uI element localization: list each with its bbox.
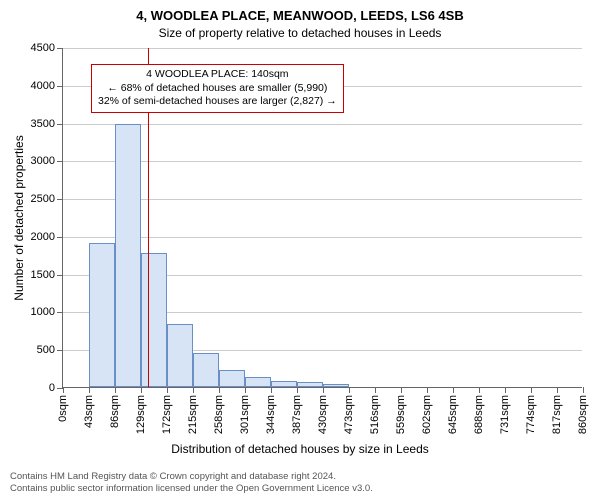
x-tick-label: 301sqm [239,395,251,434]
x-tick-label: 129sqm [135,395,147,434]
y-tick [57,275,63,276]
x-tick [531,387,532,393]
x-tick-label: 774sqm [525,395,537,434]
histogram-bar [193,353,219,387]
y-tick-label: 1500 [31,269,55,281]
x-tick [453,387,454,393]
y-axis-label: Number of detached properties [12,48,26,388]
y-tick [57,199,63,200]
x-tick-label: 860sqm [577,395,589,434]
x-tick-label: 602sqm [421,395,433,434]
x-axis-label: Distribution of detached houses by size … [0,442,600,456]
x-tick-label: 645sqm [447,395,459,434]
x-tick [167,387,168,393]
histogram-bar [323,384,349,387]
histogram-chart: 4, WOODLEA PLACE, MEANWOOD, LEEDS, LS6 4… [0,0,600,500]
y-tick [57,237,63,238]
y-tick [57,350,63,351]
x-tick-label: 215sqm [187,395,199,434]
annotation-line: 32% of semi-detached houses are larger (… [98,95,337,109]
footer-line-1: Contains HM Land Registry data © Crown c… [10,471,373,482]
histogram-bar [219,370,245,387]
y-tick-label: 2500 [31,193,55,205]
histogram-bar [167,324,193,387]
x-tick-label: 43sqm [83,395,95,428]
x-tick-label: 344sqm [265,395,277,434]
x-tick [271,387,272,393]
y-tick-label: 1000 [31,306,55,318]
x-tick-label: 172sqm [161,395,173,434]
x-tick [401,387,402,393]
x-tick [375,387,376,393]
y-tick-label: 3000 [31,155,55,167]
x-tick [323,387,324,393]
y-tick-label: 500 [37,344,55,356]
footer-attribution: Contains HM Land Registry data © Crown c… [10,471,373,494]
x-tick-label: 688sqm [473,395,485,434]
x-tick-label: 516sqm [369,395,381,434]
y-tick [57,86,63,87]
x-tick [141,387,142,393]
x-tick-label: 817sqm [551,395,563,434]
histogram-bar [297,382,323,387]
x-tick-label: 258sqm [213,395,225,434]
x-tick-label: 559sqm [395,395,407,434]
x-tick-label: 86sqm [109,395,121,428]
x-tick [557,387,558,393]
histogram-bar [245,377,271,387]
y-tick [57,124,63,125]
x-tick-label: 0sqm [57,395,69,422]
y-tick [57,48,63,49]
y-tick-label: 2000 [31,231,55,243]
chart-subtitle: Size of property relative to detached ho… [0,26,600,40]
grid-line [63,48,582,49]
x-tick [583,387,584,393]
plot-area: 0500100015002000250030003500400045000sqm… [62,48,582,388]
y-tick [57,312,63,313]
x-tick [479,387,480,393]
x-tick [89,387,90,393]
y-tick-label: 4500 [31,42,55,54]
histogram-bar [271,381,297,387]
y-tick-label: 3500 [31,118,55,130]
footer-line-2: Contains public sector information licen… [10,483,373,494]
x-tick [115,387,116,393]
x-tick [219,387,220,393]
x-tick [297,387,298,393]
x-tick [505,387,506,393]
x-tick [427,387,428,393]
x-tick-label: 387sqm [291,395,303,434]
histogram-bar [141,253,167,387]
annotation-box: 4 WOODLEA PLACE: 140sqm← 68% of detached… [91,64,344,113]
annotation-line: 4 WOODLEA PLACE: 140sqm [98,68,337,82]
chart-title: 4, WOODLEA PLACE, MEANWOOD, LEEDS, LS6 4… [0,8,600,23]
x-tick [245,387,246,393]
x-tick [63,387,64,393]
y-tick [57,161,63,162]
x-tick [349,387,350,393]
x-tick-label: 731sqm [499,395,511,434]
y-tick-label: 0 [49,382,55,394]
y-tick-label: 4000 [31,80,55,92]
annotation-line: ← 68% of detached houses are smaller (5,… [98,82,337,96]
histogram-bar [115,124,141,387]
x-tick-label: 430sqm [317,395,329,434]
x-tick-label: 473sqm [343,395,355,434]
x-tick [193,387,194,393]
histogram-bar [89,243,115,387]
